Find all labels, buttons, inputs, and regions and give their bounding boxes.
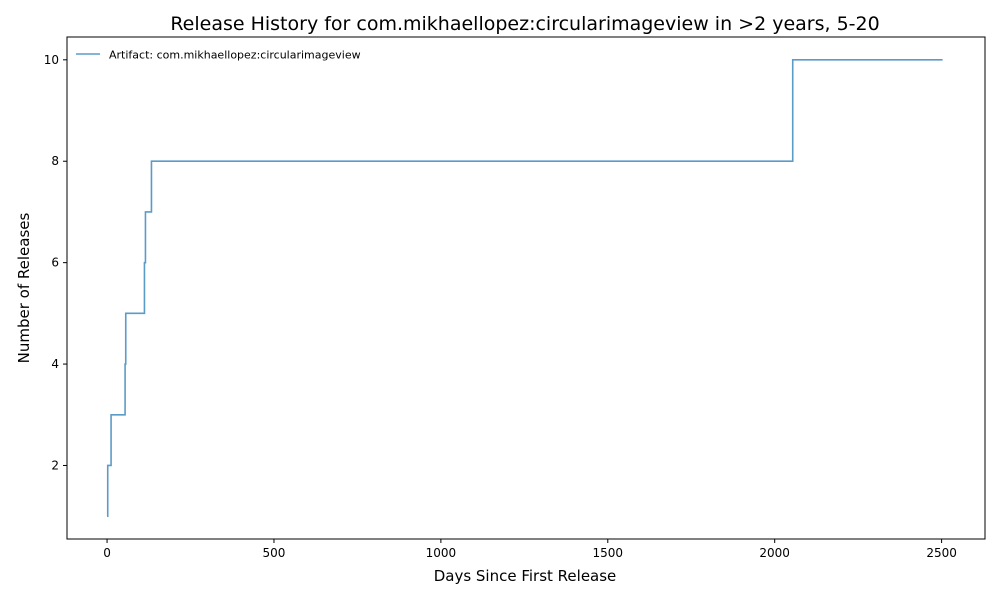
x-tick-label: 1500: [593, 546, 624, 560]
y-tick-label: 8: [51, 154, 59, 168]
y-tick-label: 2: [51, 458, 59, 472]
legend: Artifact: com.mikhaellopez:circularimage…: [76, 49, 361, 62]
x-axis-label: Days Since First Release: [434, 567, 617, 585]
legend-entry-label: Artifact: com.mikhaellopez:circularimage…: [109, 49, 361, 62]
y-tick-label: 10: [44, 53, 59, 67]
y-axis-label: Number of Releases: [15, 212, 33, 363]
x-tick-label: 0: [103, 546, 111, 560]
plot-frame: [66, 36, 986, 540]
x-axis: 0 500 1000 1500 2000 2500: [103, 539, 957, 560]
series-line-0: [106, 59, 943, 517]
x-tick-label: 500: [263, 546, 286, 560]
y-axis: 2 4 6 8 10: [44, 53, 67, 472]
y-tick-label: 4: [51, 357, 59, 371]
x-tick-label: 2500: [926, 546, 957, 560]
y-tick-label: 6: [51, 256, 59, 270]
x-tick-label: 2000: [759, 546, 790, 560]
chart-title: Release History for com.mikhaellopez:cir…: [170, 13, 879, 35]
x-tick-label: 1000: [426, 546, 457, 560]
plot-area: [106, 59, 943, 517]
